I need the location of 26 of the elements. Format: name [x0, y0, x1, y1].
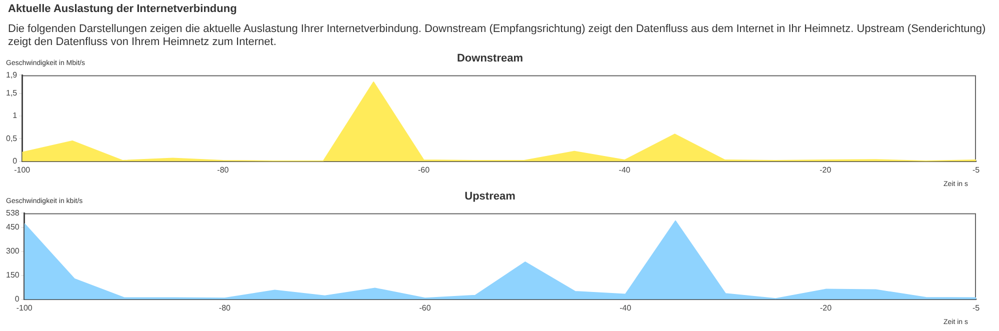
- y-tick-label: 150: [6, 270, 20, 280]
- y-tick-label: 1,9: [6, 70, 18, 80]
- text: Die folgenden Darstellungen zeigen die aktuelle Auslastung Ihrer Internetverbindung. Downstream (Empfangsrichtung) zeigt den Datenfluss aus dem Internet in Ihr Heimnetz. Upstream (Senderichtung) zeigt den Datenfluss von Ihrem Heimnetz zum Internet.: [8, 23, 987, 49]
- x-tick-label: -20: [820, 303, 832, 312]
- x-tick-label: -5: [972, 165, 980, 174]
- x-tick-label: -5: [972, 303, 980, 312]
- x-tick-label: -60: [419, 303, 432, 312]
- y-tick-label: 0,5: [6, 134, 18, 143]
- y-tick-label: 300: [6, 246, 20, 256]
- x-tick-label: -80: [218, 303, 232, 312]
- chart-title: Downstream: [456, 52, 524, 65]
- x-tick-label: -100: [14, 165, 31, 174]
- chart-title: Upstream: [464, 190, 516, 203]
- x-tick-label: -100: [16, 303, 33, 312]
- y-tick-label: 0: [14, 294, 20, 304]
- y-tick-label: 0: [12, 156, 18, 166]
- x-tick-label: -20: [820, 165, 832, 174]
- x-tick-label: -80: [217, 165, 230, 174]
- y-tick-label: 1,5: [6, 88, 18, 98]
- y-tick-label: 450: [6, 222, 20, 232]
- x-tick-label: -40: [618, 165, 631, 174]
- y-tick-label: 1: [12, 111, 18, 120]
- x-tick-label: -40: [620, 303, 632, 312]
- x-tick-label: -60: [418, 165, 430, 174]
- y-tick-label: 538: [6, 208, 20, 218]
- text: Aktuelle Auslastung der Internetverbindung: [8, 3, 238, 15]
